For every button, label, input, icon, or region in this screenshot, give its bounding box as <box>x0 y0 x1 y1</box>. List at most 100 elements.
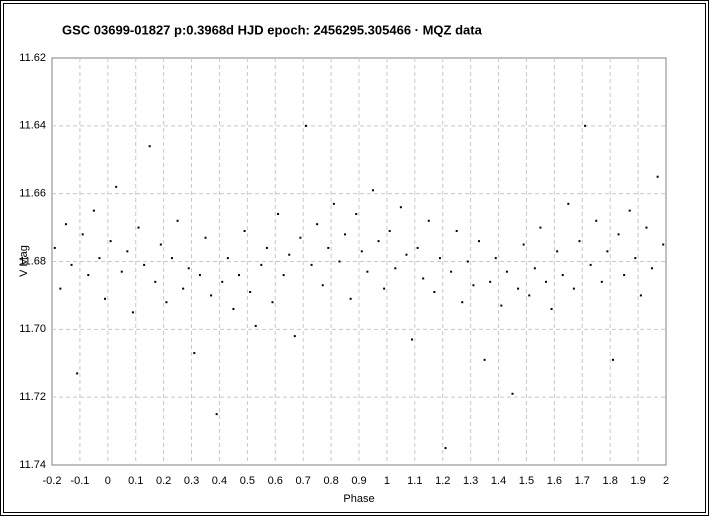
data-point <box>98 257 101 260</box>
data-point <box>87 274 90 277</box>
data-point <box>427 219 430 222</box>
data-point <box>282 274 285 277</box>
data-point <box>126 250 129 253</box>
x-tick-label: 0.6 <box>268 475 283 487</box>
data-point <box>159 243 162 246</box>
data-point <box>589 263 592 266</box>
data-point <box>143 263 146 266</box>
data-point <box>528 294 531 297</box>
data-point <box>628 209 631 212</box>
data-point <box>260 263 263 266</box>
data-point <box>154 280 157 283</box>
data-point <box>288 253 291 256</box>
x-tick-label: 0.4 <box>212 475 227 487</box>
x-tick-label: 1 <box>384 475 390 487</box>
x-tick-label: 0.8 <box>323 475 338 487</box>
x-tick-label: 0 <box>105 475 111 487</box>
data-point <box>299 236 302 239</box>
y-tick-label: 11.72 <box>19 391 46 403</box>
x-tick-label: 1.6 <box>547 475 562 487</box>
data-point <box>70 263 73 266</box>
data-point <box>232 307 235 310</box>
inner-frame <box>3 3 706 513</box>
data-point <box>634 257 637 260</box>
data-point <box>332 202 335 205</box>
data-point <box>198 274 201 277</box>
data-point <box>76 372 79 375</box>
x-tick-label: 1.7 <box>575 475 590 487</box>
data-point <box>92 209 95 212</box>
data-point <box>494 257 497 260</box>
data-point <box>405 253 408 256</box>
data-point <box>237 274 240 277</box>
data-point <box>187 267 190 270</box>
y-tick-label: 11.74 <box>19 459 46 471</box>
y-tick-label: 11.68 <box>19 255 46 267</box>
data-point <box>215 413 218 416</box>
data-point <box>355 213 358 216</box>
chart-title: GSC 03699-01827 p:0.3968d HJD epoch: 245… <box>62 22 483 37</box>
data-point <box>517 287 520 290</box>
data-point <box>550 307 553 310</box>
data-point <box>221 280 224 283</box>
x-tick-label: 0.3 <box>184 475 199 487</box>
data-point <box>277 213 280 216</box>
data-point <box>544 280 547 283</box>
data-point <box>399 206 402 209</box>
data-point <box>578 240 581 243</box>
data-point <box>606 250 609 253</box>
data-point <box>271 301 274 304</box>
data-point <box>316 223 319 226</box>
data-point <box>243 229 246 232</box>
data-point <box>366 270 369 273</box>
data-point <box>388 229 391 232</box>
y-tick-label: 11.70 <box>19 323 46 335</box>
x-tick-label: 1.5 <box>519 475 534 487</box>
data-point <box>483 358 486 361</box>
data-point <box>165 301 168 304</box>
data-point <box>226 257 229 260</box>
data-point <box>639 294 642 297</box>
data-point <box>500 304 503 307</box>
data-point <box>433 291 436 294</box>
x-tick-label: 1.9 <box>630 475 645 487</box>
data-point <box>148 145 151 148</box>
data-point <box>383 287 386 290</box>
data-point <box>344 233 347 236</box>
data-point <box>455 229 458 232</box>
x-tick-label: 1.3 <box>463 475 478 487</box>
y-axis-label: V Mag <box>18 245 30 277</box>
data-point <box>360 250 363 253</box>
data-point <box>394 267 397 270</box>
data-point <box>489 280 492 283</box>
data-point <box>505 270 508 273</box>
x-tick-label: -0.1 <box>70 475 89 487</box>
data-point <box>416 246 419 249</box>
data-point <box>327 246 330 249</box>
data-point <box>656 175 659 178</box>
data-point <box>662 243 665 246</box>
data-point <box>617 233 620 236</box>
data-point <box>293 335 296 338</box>
data-point <box>321 284 324 287</box>
data-point <box>137 226 140 229</box>
y-tick-label: 11.64 <box>19 120 46 132</box>
data-point <box>377 240 380 243</box>
data-point <box>539 226 542 229</box>
y-tick-label: 11.62 <box>19 52 46 64</box>
x-tick-label: 1.1 <box>407 475 422 487</box>
x-tick-label: 0.5 <box>240 475 255 487</box>
data-point <box>438 257 441 260</box>
data-point <box>478 240 481 243</box>
x-tick-label: 0.2 <box>156 475 171 487</box>
data-point <box>466 260 469 263</box>
data-point <box>304 124 307 127</box>
data-point <box>115 185 118 188</box>
x-tick-label: -0.2 <box>43 475 62 487</box>
data-point <box>567 202 570 205</box>
data-point <box>461 301 464 304</box>
data-point <box>109 240 112 243</box>
data-point <box>411 338 414 341</box>
data-point <box>623 274 626 277</box>
